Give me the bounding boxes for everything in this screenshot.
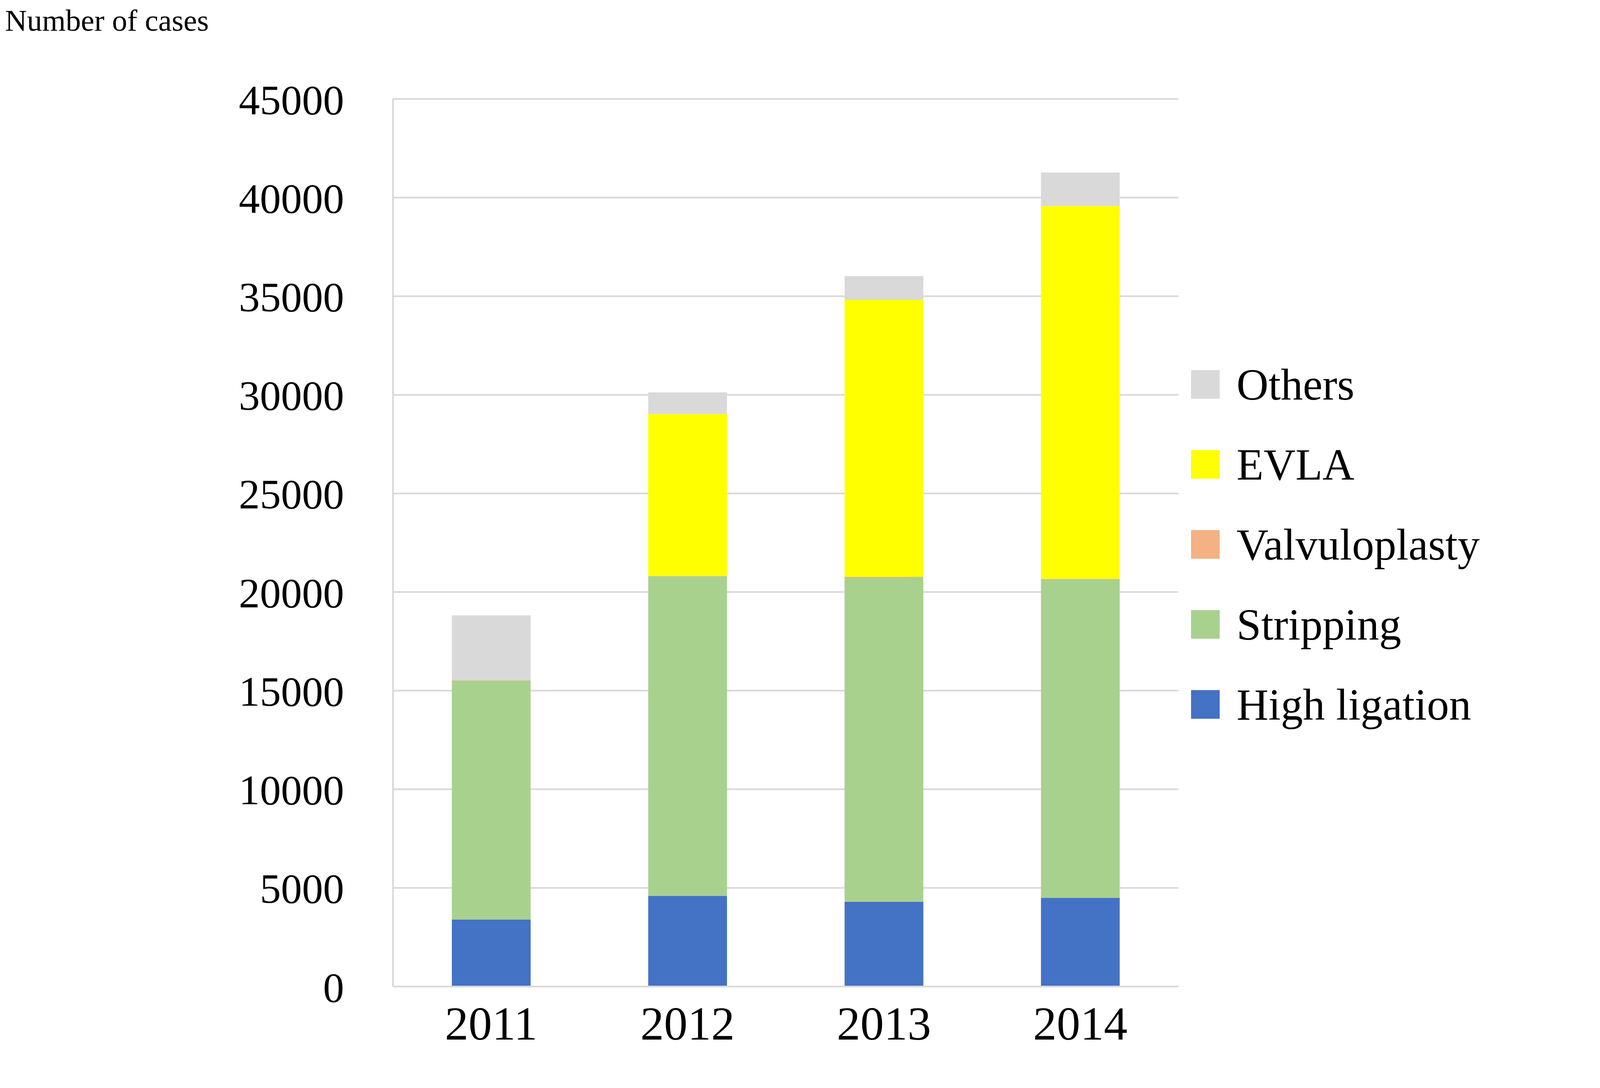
html-text:Stripping: Stripping xyxy=(1236,599,1402,650)
svg-text:2012: 2012 xyxy=(640,997,735,1050)
svg-text:25000: 25000 xyxy=(238,470,345,518)
html-text:Number of cases: Number of cases xyxy=(5,3,209,38)
svg-text:2014: 2014 xyxy=(1033,997,1128,1050)
svg-text:40000: 40000 xyxy=(238,175,345,222)
svg-text:20000: 20000 xyxy=(238,569,345,617)
svg-text:5000: 5000 xyxy=(259,865,345,913)
html-text:Others: Others xyxy=(1236,359,1355,410)
svg-text:2011: 2011 xyxy=(444,997,538,1050)
html-text:Valvuloplasty: Valvuloplasty xyxy=(1236,519,1480,570)
svg-text:30000: 30000 xyxy=(238,372,345,420)
svg-text:10000: 10000 xyxy=(238,766,345,814)
html-text:EVLA: EVLA xyxy=(1236,439,1355,490)
svg-text:2013: 2013 xyxy=(836,997,932,1050)
svg-text:45000: 45000 xyxy=(238,76,345,124)
svg-text:15000: 15000 xyxy=(238,668,345,716)
svg-text:35000: 35000 xyxy=(238,273,345,321)
svg-text:0: 0 xyxy=(323,964,345,1012)
html-text:High ligation: High ligation xyxy=(1236,679,1472,730)
